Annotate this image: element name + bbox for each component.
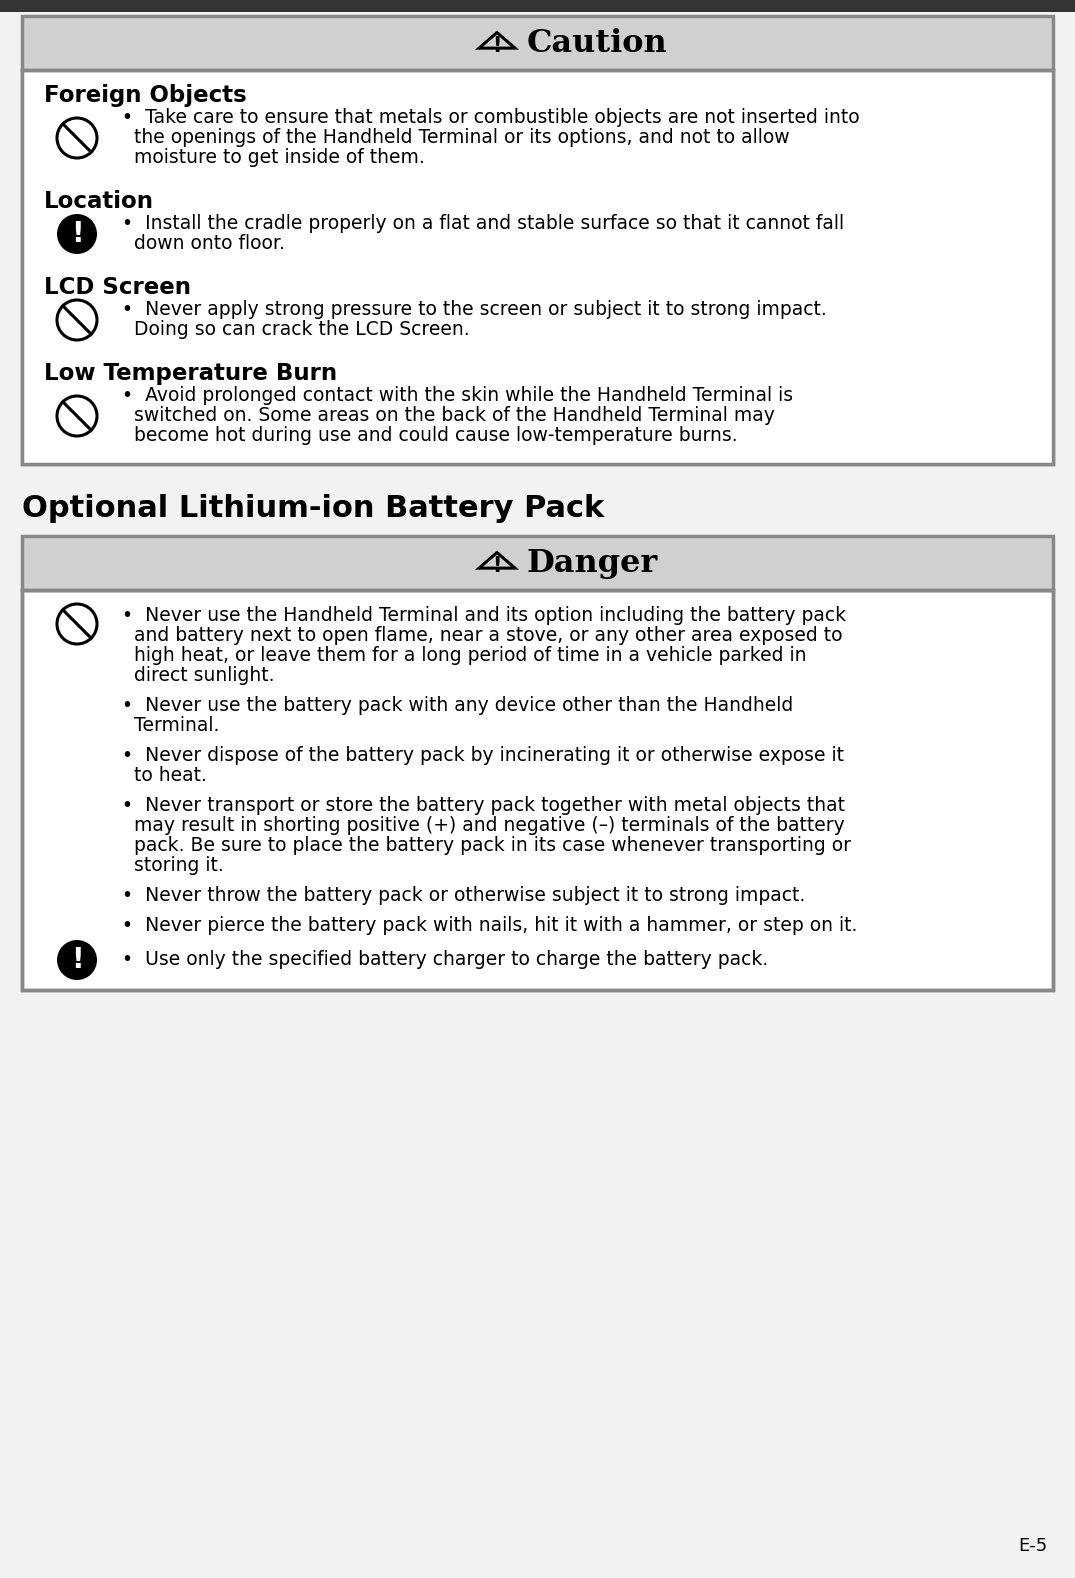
Text: LCD Screen: LCD Screen [44,276,191,298]
Text: •  Use only the specified battery charger to charge the battery pack.: • Use only the specified battery charger… [121,950,769,969]
Text: •  Take care to ensure that metals or combustible objects are not inserted into: • Take care to ensure that metals or com… [121,107,860,126]
Text: !: ! [492,555,502,576]
Text: down onto floor.: down onto floor. [134,234,285,252]
Text: !: ! [71,945,84,974]
Text: •  Install the cradle properly on a flat and stable surface so that it cannot fa: • Install the cradle properly on a flat … [121,215,844,234]
Text: •  Never use the Handheld Terminal and its option including the battery pack: • Never use the Handheld Terminal and it… [121,606,846,625]
Text: become hot during use and could cause low-temperature burns.: become hot during use and could cause lo… [134,426,737,445]
Bar [22,69,1054,464]
Text: •  Never transport or store the battery pack together with metal objects that: • Never transport or store the battery p… [121,795,845,814]
Text: to heat.: to heat. [134,765,206,784]
Text: pack. Be sure to place the battery pack in its case whenever transporting or: pack. Be sure to place the battery pack … [134,836,851,855]
Text: storing it.: storing it. [134,855,224,874]
Text: direct sunlight.: direct sunlight. [134,666,274,685]
Bar [22,69,1054,464]
Text: the openings of the Handheld Terminal or its options, and not to allow: the openings of the Handheld Terminal or… [134,128,790,147]
Text: •  Avoid prolonged contact with the skin while the Handheld Terminal is: • Avoid prolonged contact with the skin … [121,387,793,406]
Text: •  Never use the battery pack with any device other than the Handheld: • Never use the battery pack with any de… [121,696,793,715]
Text: Location: Location [44,189,154,213]
Text: Terminal.: Terminal. [134,716,219,735]
Text: Foreign Objects: Foreign Objects [44,84,247,107]
Bar [22,16,1054,69]
Text: switched on. Some areas on the back of the Handheld Terminal may: switched on. Some areas on the back of t… [134,406,775,424]
Text: •  Never pierce the battery pack with nails, hit it with a hammer, or step on it: • Never pierce the battery pack with nai… [121,915,858,936]
Bar [22,590,1054,989]
Bar [22,590,1054,989]
Text: and battery next to open flame, near a stove, or any other area exposed to: and battery next to open flame, near a s… [134,626,843,645]
Text: •  Never dispose of the battery pack by incinerating it or otherwise expose it: • Never dispose of the battery pack by i… [121,746,844,765]
Text: Optional Lithium-ion Battery Pack: Optional Lithium-ion Battery Pack [22,494,604,522]
Text: Caution: Caution [527,27,668,58]
Text: high heat, or leave them for a long period of time in a vehicle parked in: high heat, or leave them for a long peri… [134,645,806,664]
Bar [22,537,1054,590]
Text: E-5: E-5 [1018,1537,1047,1554]
Text: Doing so can crack the LCD Screen.: Doing so can crack the LCD Screen. [134,320,470,339]
Circle shape [57,940,97,980]
Text: may result in shorting positive (+) and negative (–) terminals of the battery: may result in shorting positive (+) and … [134,816,845,835]
Bar [22,69,1054,464]
Bar [0,0,1075,13]
Circle shape [57,215,97,254]
Text: !: ! [492,36,502,55]
Text: moisture to get inside of them.: moisture to get inside of them. [134,148,425,167]
Text: Low Temperature Burn: Low Temperature Burn [44,361,338,385]
Text: •  Never throw the battery pack or otherwise subject it to strong impact.: • Never throw the battery pack or otherw… [121,885,805,906]
Text: •  Never apply strong pressure to the screen or subject it to strong impact.: • Never apply strong pressure to the scr… [121,300,827,319]
Text: !: ! [71,219,84,248]
Text: Danger: Danger [527,548,658,579]
